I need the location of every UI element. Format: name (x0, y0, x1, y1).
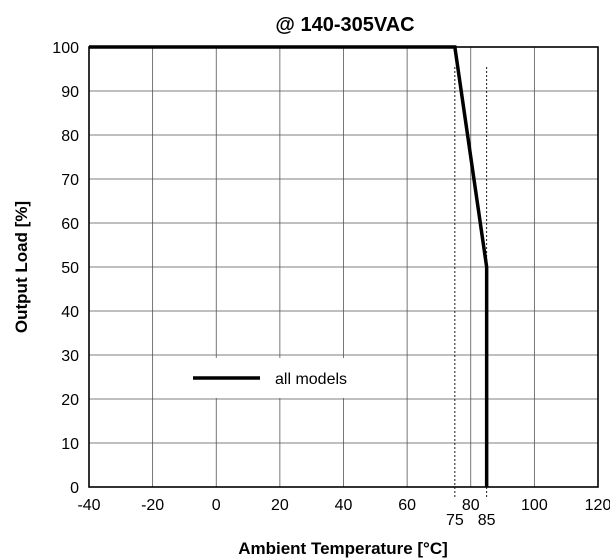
y-tick-label: 60 (61, 216, 79, 233)
x-tick-label: -20 (141, 497, 164, 514)
y-tick-label: 100 (52, 40, 79, 57)
grid-lines (89, 47, 598, 487)
x-tick-labels: -40 -20 0 20 40 60 80 100 120 (77, 497, 610, 514)
x-tick-label: -40 (77, 497, 100, 514)
x-tick-label: 20 (271, 497, 289, 514)
x-tick-label: 100 (521, 497, 548, 514)
y-tick-label: 20 (61, 392, 79, 409)
y-tick-label: 30 (61, 348, 79, 365)
y-tick-label: 0 (70, 480, 79, 497)
x-tick-label: 40 (335, 497, 353, 514)
y-tick-label: 50 (61, 260, 79, 277)
x-tick-label: 80 (462, 497, 480, 514)
x-tick-label: 120 (585, 497, 610, 514)
y-tick-label: 80 (61, 128, 79, 145)
y-axis-label: Output Load [%] (12, 201, 31, 333)
legend: all models (182, 358, 354, 398)
marker-tick-label: 75 (446, 512, 464, 529)
marker-tick-label: 85 (478, 512, 496, 529)
y-tick-label: 40 (61, 304, 79, 321)
x-axis-label: Ambient Temperature [°C] (238, 539, 448, 558)
y-tick-labels: 0 10 20 30 40 50 60 70 80 90 100 (52, 40, 79, 497)
chart-title: @ 140-305VAC (275, 14, 414, 36)
y-tick-label: 10 (61, 436, 79, 453)
series-line-all-models (89, 45, 489, 487)
x-tick-label: 60 (398, 497, 416, 514)
y-tick-label: 70 (61, 172, 79, 189)
legend-label: all models (275, 371, 347, 388)
x-tick-label: 0 (212, 497, 221, 514)
marker-tick-labels: 75 85 (446, 512, 496, 529)
series-group (89, 45, 489, 487)
y-tick-label: 90 (61, 84, 79, 101)
